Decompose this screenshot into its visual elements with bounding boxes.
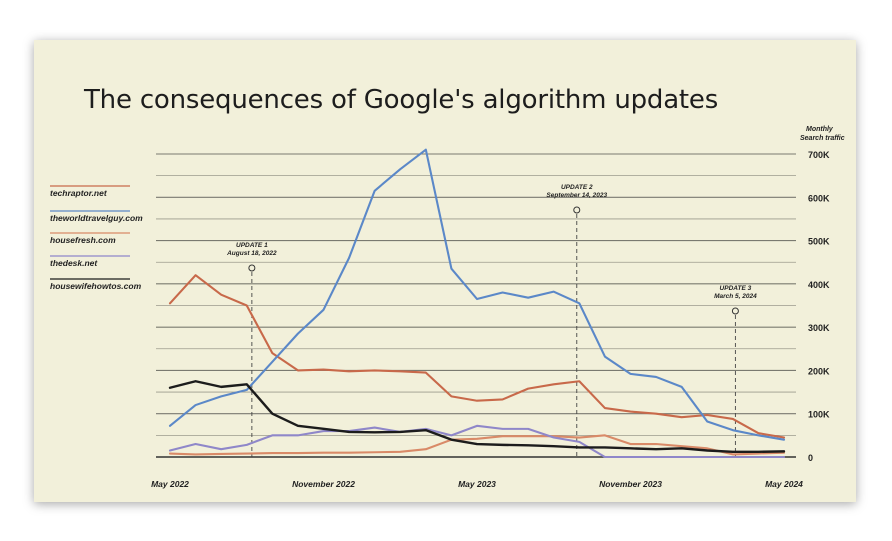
annotation-date: September 14, 2023: [546, 192, 607, 199]
annotation-title: UPDATE 2: [561, 184, 593, 191]
x-tick-label: November 2022: [292, 479, 355, 489]
x-tick-label: November 2023: [599, 479, 662, 489]
series-line-housefresh-com: [168, 434, 786, 456]
annotation-date: March 5, 2024: [714, 293, 757, 300]
annotation-marker: [573, 206, 581, 214]
chart-title: The consequences of Google's algorithm u…: [84, 85, 719, 115]
annotation-marker: [248, 264, 256, 272]
annotation-title: UPDATE 3: [720, 285, 752, 292]
legend-label: housewifehowtos.com: [50, 281, 142, 291]
legend-label: theworldtravelguy.com: [50, 213, 143, 223]
annotation-title: UPDATE 1: [236, 242, 268, 249]
x-tick-label: May 2023: [458, 479, 496, 489]
y-tick-label: 700K: [808, 150, 830, 160]
annotation-marker: [731, 307, 739, 315]
x-tick-label: May 2022: [151, 479, 189, 489]
legend-label: thedesk.net: [50, 258, 98, 268]
y-tick-label: 0: [808, 453, 813, 463]
series-line-techraptor-net: [168, 274, 786, 439]
y-tick-label: 500K: [808, 237, 830, 247]
y-axis-label-line2: Search traffic: [800, 135, 845, 142]
y-tick-label: 300K: [808, 323, 830, 333]
legend-label: techraptor.net: [50, 188, 108, 198]
y-axis-label-line1: Monthly: [806, 126, 834, 133]
series-line-thedesk-net: [168, 424, 786, 459]
x-tick-label: May 2024: [765, 479, 803, 489]
series-line-theworldtravelguy-com: [168, 148, 786, 441]
annotation-date: August 18, 2022: [226, 250, 277, 257]
series-line-housewifehowtos-com: [168, 380, 786, 454]
y-tick-label: 600K: [808, 193, 830, 203]
y-tick-label: 200K: [808, 366, 830, 376]
legend-label: housefresh.com: [50, 235, 116, 245]
y-tick-label: 400K: [808, 280, 830, 290]
y-tick-label: 100K: [808, 410, 830, 420]
